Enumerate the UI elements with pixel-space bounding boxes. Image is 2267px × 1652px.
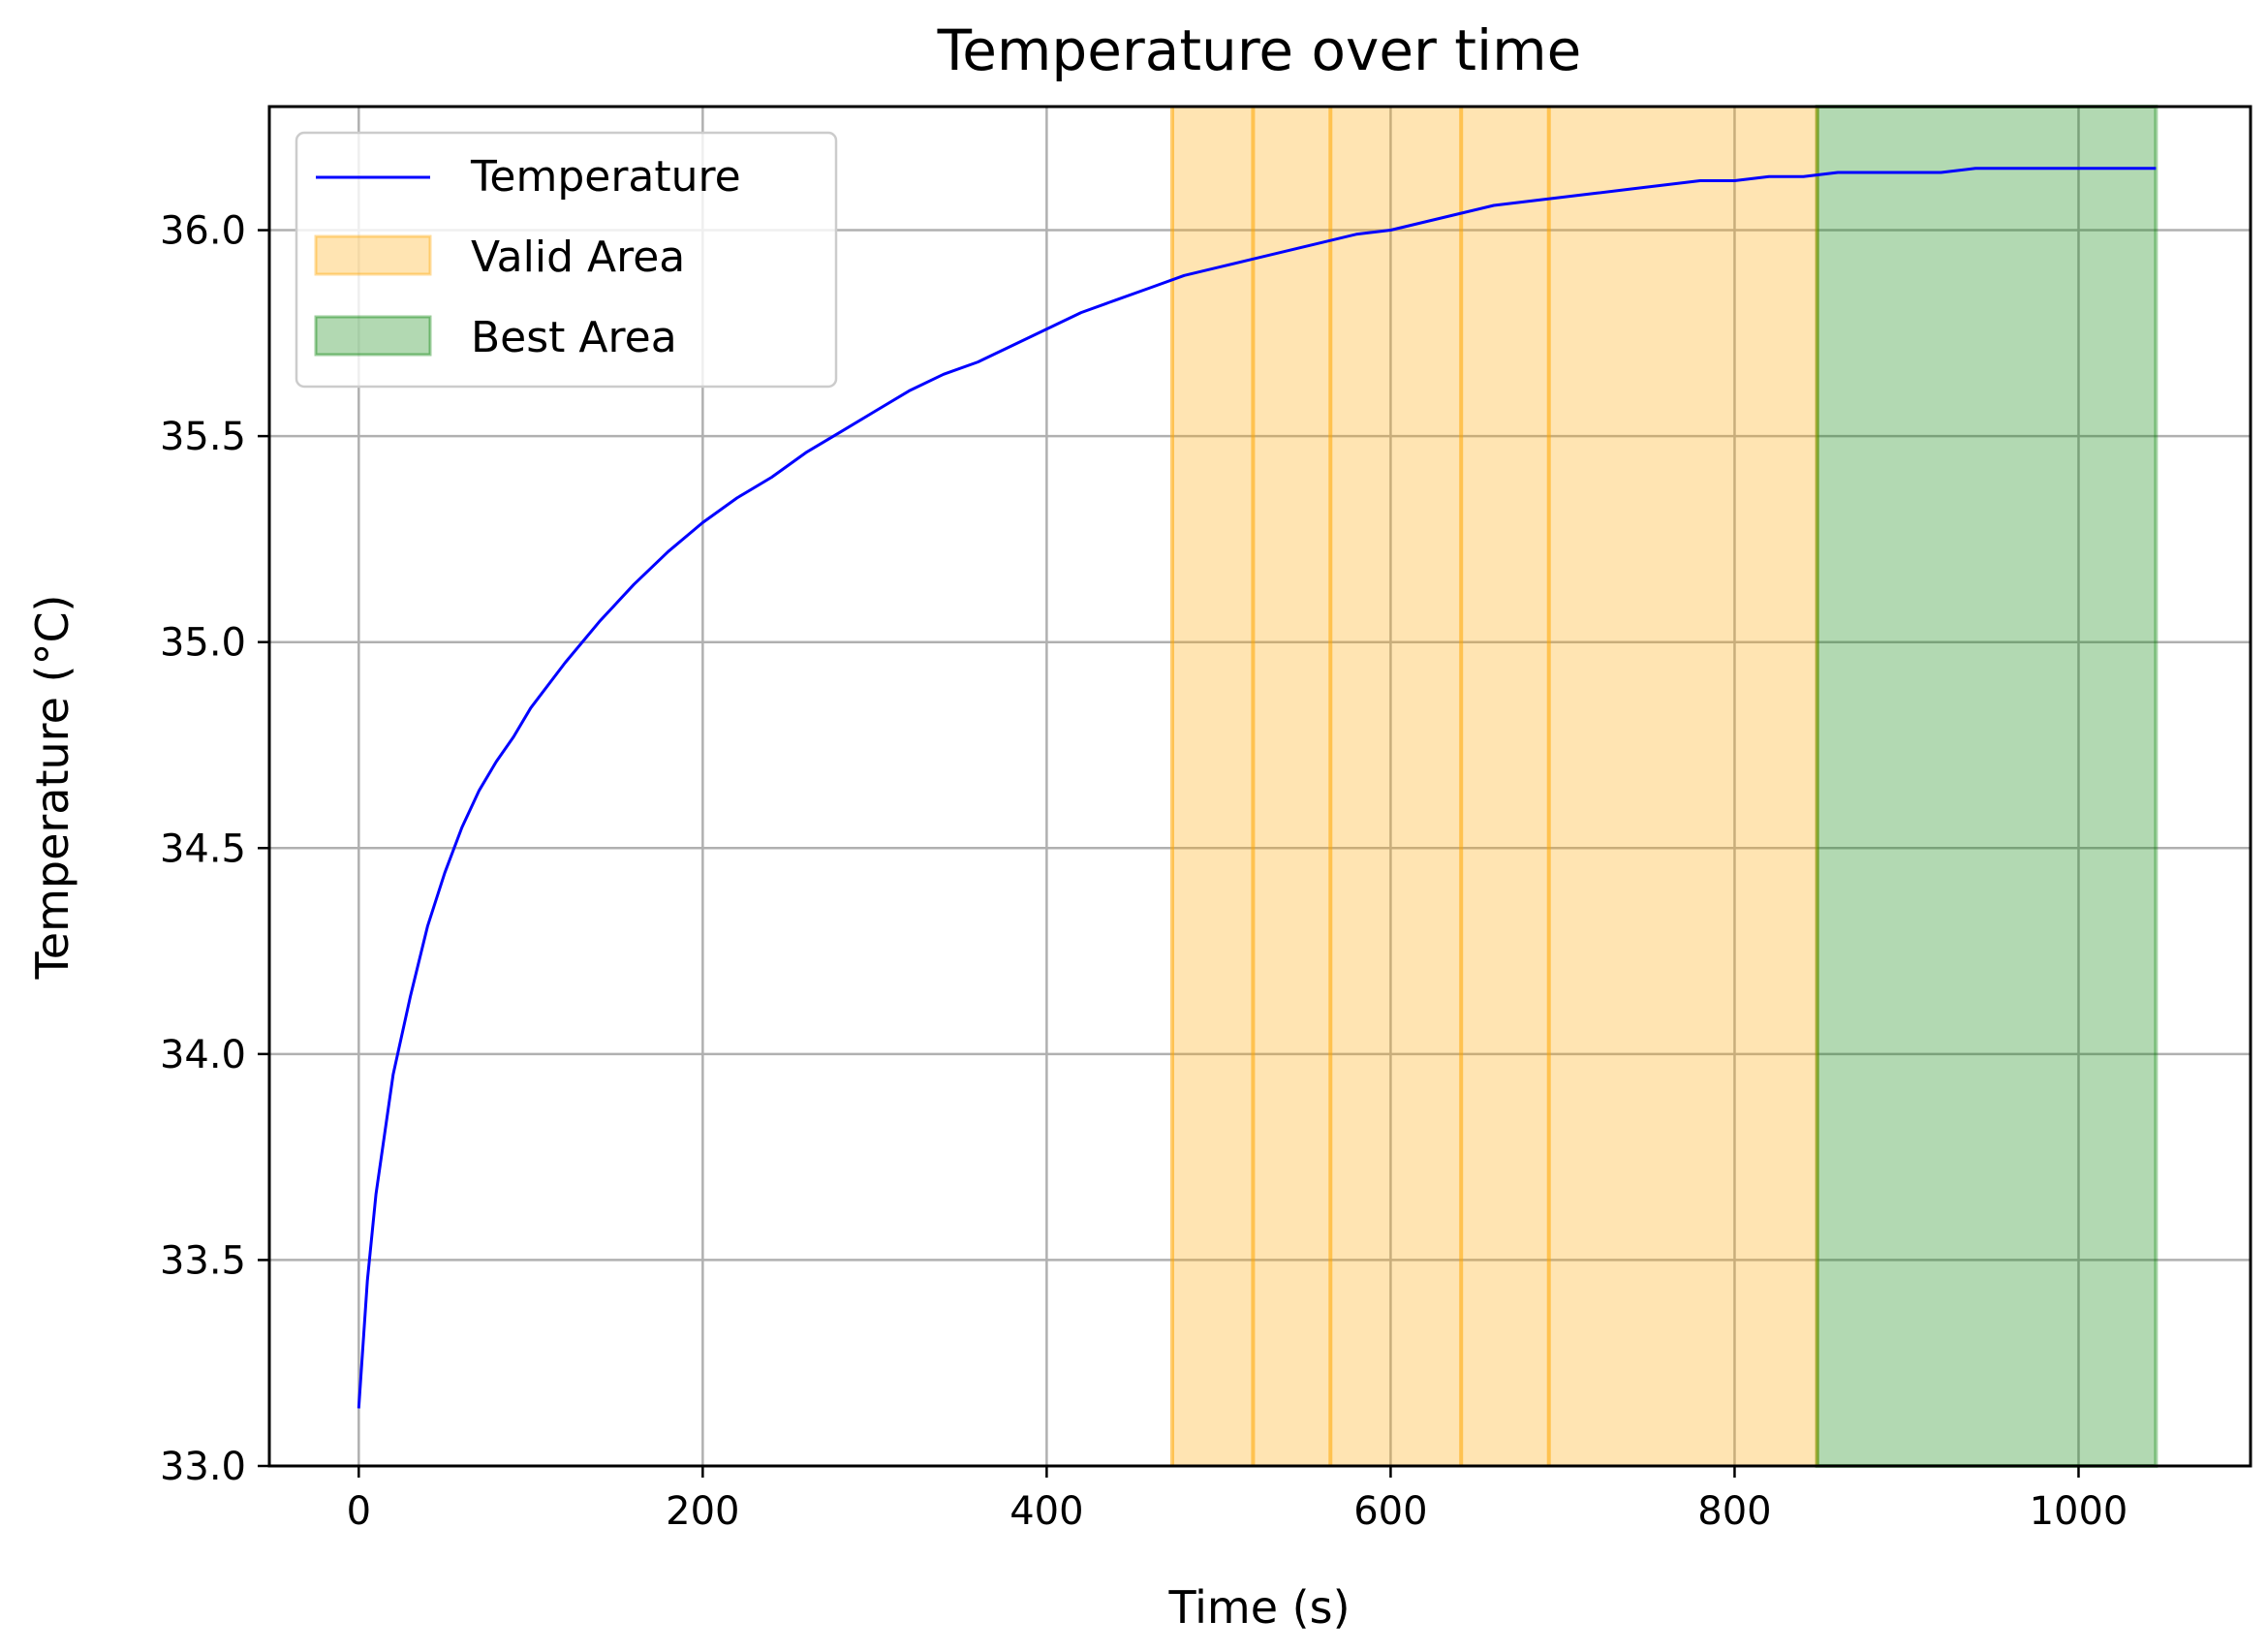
axes-frame xyxy=(267,105,2252,1468)
y-tick-label: 35.0 xyxy=(160,621,246,666)
legend: Temperature Valid Area Best Area xyxy=(295,131,838,389)
y-axis: 33.0 33.5 34.0 34.5 35.0 35.5 36.0 xyxy=(160,209,269,1489)
valid-area-span xyxy=(1171,107,1817,1466)
y-tick-label: 34.0 xyxy=(160,1033,246,1077)
legend-valid-area-label: Valid Area xyxy=(471,233,685,282)
chart-title: Temperature over time xyxy=(937,17,1582,83)
x-tick-label: 800 xyxy=(1697,1489,1771,1534)
legend-best-area-label: Best Area xyxy=(471,313,677,362)
y-tick-label: 34.5 xyxy=(160,826,246,871)
legend-valid-area-swatch xyxy=(314,234,432,276)
x-axis: 0 200 400 600 800 1000 xyxy=(347,1466,2128,1534)
x-tick-label: 200 xyxy=(666,1489,739,1534)
x-tick-label: 600 xyxy=(1353,1489,1427,1534)
y-axis-label: Temperature (°C) xyxy=(26,594,78,980)
legend-temperature-label: Temperature xyxy=(470,152,741,202)
temperature-line xyxy=(357,167,2157,1409)
x-axis-label: Time (s) xyxy=(1167,1581,1350,1634)
y-tick-label: 33.5 xyxy=(160,1238,246,1283)
plot-area xyxy=(269,105,2251,1468)
best-area-span xyxy=(1815,105,2158,1468)
y-tick-label: 35.5 xyxy=(160,415,246,459)
x-tick-label: 400 xyxy=(1009,1489,1083,1534)
y-tick-label: 33.0 xyxy=(160,1445,246,1489)
y-tick-label: 36.0 xyxy=(160,209,246,254)
legend-best-area-swatch xyxy=(314,315,432,357)
x-tick-label: 1000 xyxy=(2030,1489,2128,1534)
x-tick-label: 0 xyxy=(347,1489,371,1534)
legend-frame xyxy=(295,131,838,389)
